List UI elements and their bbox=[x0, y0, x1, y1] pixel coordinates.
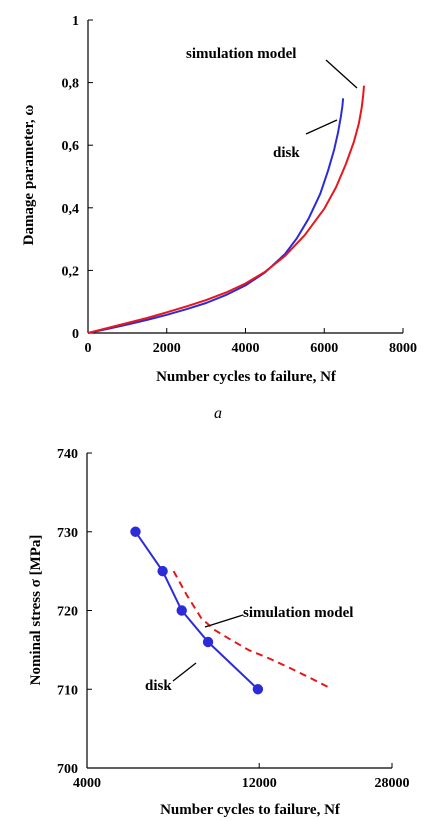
stress-chart-ticks: 4000 12000 28000 700 710 720 730 740 bbox=[57, 447, 410, 791]
y-tick-label: 0,4 bbox=[62, 202, 80, 217]
y-tick-label: 0,2 bbox=[62, 264, 80, 279]
damage-chart-ylabel: Damage parameter, ω bbox=[21, 105, 37, 246]
stress-chart-ylabel: Nominal stress σ [MPa] bbox=[28, 535, 44, 686]
annotation-pointer-simulation-model bbox=[325, 59, 358, 89]
damage-chart-xlabel: Number cycles to failure, Nf bbox=[156, 369, 337, 385]
series-line-disk bbox=[134, 531, 259, 691]
y-tick-label: 0,8 bbox=[62, 77, 80, 92]
damage-chart: 0 2000 4000 6000 8000 0 0,2 0,4 0,6 0,8 1 Number c… bbox=[21, 14, 418, 422]
series-line-simulation-model bbox=[172, 570, 329, 688]
damage-chart-series bbox=[87, 85, 365, 334]
annotation-simulation-model: simulation model bbox=[186, 46, 296, 62]
y-tick-label: 1 bbox=[72, 14, 79, 29]
x-tick-label: 2000 bbox=[153, 341, 181, 356]
chart-caption-a: a bbox=[214, 405, 222, 422]
y-tick-label: 710 bbox=[57, 683, 78, 698]
annotation-simulation-model: simulation model bbox=[243, 605, 353, 621]
data-point-disk bbox=[157, 565, 168, 577]
data-point-disk bbox=[176, 605, 187, 616]
annotation-pointer-simulation-model bbox=[204, 614, 244, 628]
y-tick-label: 730 bbox=[57, 526, 78, 541]
data-point-disk bbox=[252, 684, 264, 695]
annotation-pointer-disk bbox=[172, 662, 197, 682]
annotation-pointer-disk bbox=[305, 119, 338, 135]
x-tick-label: 8000 bbox=[389, 341, 417, 356]
y-tick-label: 720 bbox=[57, 605, 78, 620]
annotation-disk: disk bbox=[145, 678, 172, 694]
annotation-disk: disk bbox=[273, 145, 300, 161]
y-tick-label: 0 bbox=[72, 327, 79, 342]
stress-chart-xlabel: Number cycles to failure, Nf bbox=[160, 802, 341, 818]
x-tick-label: 12000 bbox=[242, 776, 277, 791]
x-tick-label: 4000 bbox=[232, 341, 260, 356]
stress-chart-series bbox=[130, 526, 329, 695]
x-tick-label: 6000 bbox=[310, 341, 338, 356]
data-point-disk bbox=[202, 636, 214, 648]
stress-chart: 4000 12000 28000 700 710 720 730 740 Number cyc… bbox=[28, 447, 410, 818]
y-tick-label: 740 bbox=[57, 447, 78, 462]
series-line-simulation-model bbox=[87, 85, 365, 334]
y-tick-label: 700 bbox=[57, 762, 78, 777]
y-tick-label: 0,6 bbox=[62, 139, 80, 154]
damage-chart-ticks: 0 2000 4000 6000 8000 0 0,2 0,4 0,6 0,8 1 bbox=[62, 14, 418, 356]
x-tick-label: 4000 bbox=[73, 776, 101, 791]
x-tick-label: 0 bbox=[85, 341, 92, 356]
data-point-disk bbox=[130, 526, 141, 537]
x-tick-label: 28000 bbox=[375, 776, 410, 791]
series-line-disk bbox=[87, 98, 345, 334]
